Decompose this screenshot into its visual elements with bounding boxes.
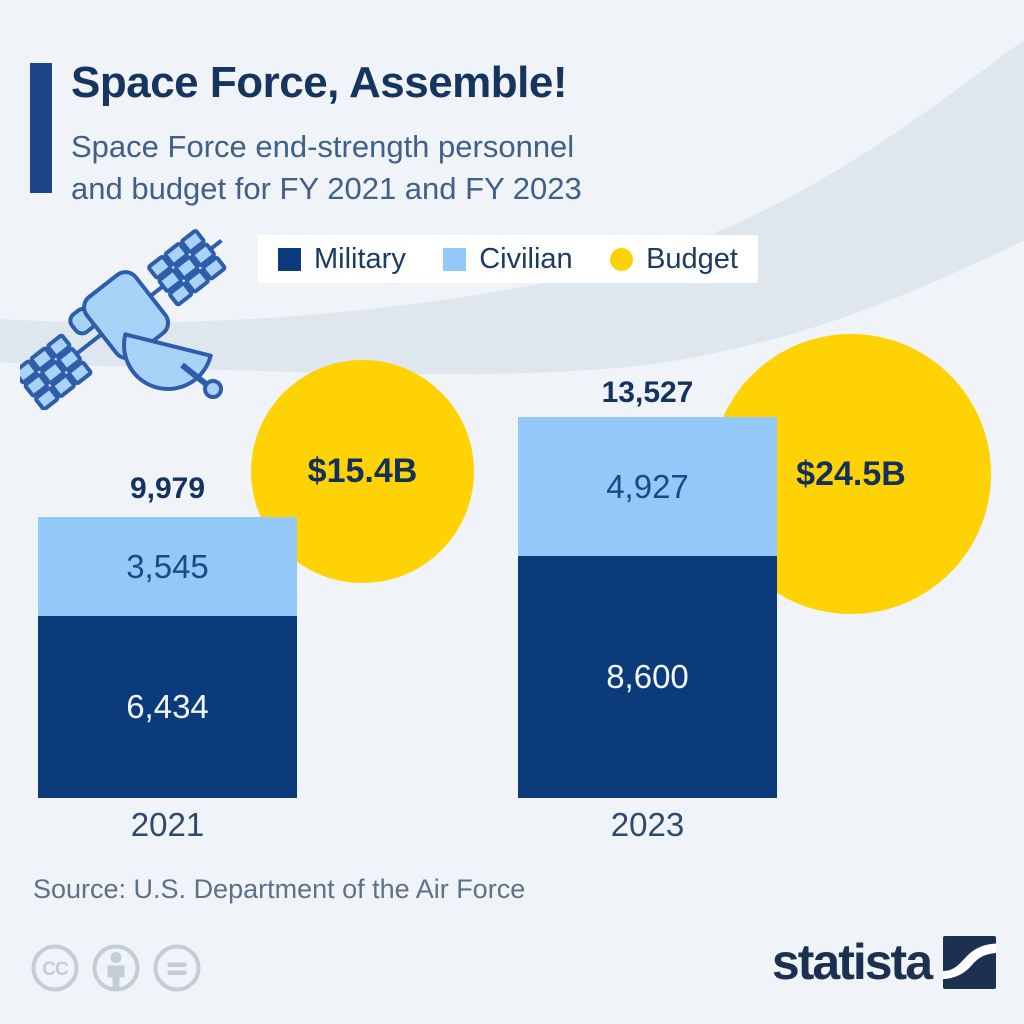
statista-wordmark: statista — [771, 934, 933, 990]
military-swatch-icon — [278, 247, 301, 271]
military-value-2023: 8,600 — [606, 658, 689, 695]
subtitle-line-2: and budget for FY 2021 and FY 2023 — [71, 171, 582, 206]
cc-icon — [31, 944, 79, 992]
legend-item-budget: Budget — [610, 243, 738, 276]
page-title: Space Force, Assemble! — [71, 58, 568, 107]
attribution-person-icon — [92, 944, 140, 992]
statista-logo-icon — [943, 935, 996, 989]
x-axis-label-2023: 2023 — [610, 806, 685, 843]
legend-item-military: Military — [278, 243, 406, 276]
total-label-2023: 13,527 — [601, 376, 694, 409]
subtitle: Space Force end-strength personnel and b… — [71, 126, 582, 210]
total-label-2021: 9,979 — [129, 472, 206, 505]
budget-value-2023: $24.5B — [796, 454, 906, 493]
satellite-icon — [20, 229, 227, 410]
x-axis-label-2021: 2021 — [130, 806, 205, 843]
legend-label-budget: Budget — [646, 242, 738, 275]
statista-logo: statista — [772, 933, 996, 991]
wave-band-shape — [0, 39, 1024, 375]
budget-value-2021: $15.4B — [307, 452, 418, 490]
subtitle-line-1: Space Force end-strength personnel — [71, 129, 575, 164]
military-segment-2023: 8,600 — [518, 556, 777, 798]
civilian-swatch-icon — [443, 247, 467, 271]
civilian-value-2021: 3,545 — [126, 547, 209, 585]
legend-label-civilian: Civilian — [479, 242, 573, 275]
civilian-segment-2021: 3,545 — [38, 517, 297, 616]
military-segment-2021: 6,434 — [38, 616, 297, 798]
no-derivatives-equals-icon — [153, 944, 201, 992]
legend-item-civilian: Civilian — [443, 242, 573, 276]
svg-text:CC: CC — [42, 959, 69, 980]
legend-label-military: Military — [314, 242, 406, 275]
source-note: Source: U.S. Department of the Air Force — [33, 874, 526, 904]
title-accent-bar — [30, 63, 52, 193]
creative-commons-license-icons: CC — [31, 944, 201, 992]
civilian-segment-2023: 4,927 — [518, 417, 777, 556]
budget-swatch-icon — [610, 247, 634, 271]
civilian-value-2023: 4,927 — [606, 467, 689, 505]
military-value-2021: 6,434 — [126, 688, 209, 725]
legend: Military Civilian Budget — [258, 235, 758, 283]
